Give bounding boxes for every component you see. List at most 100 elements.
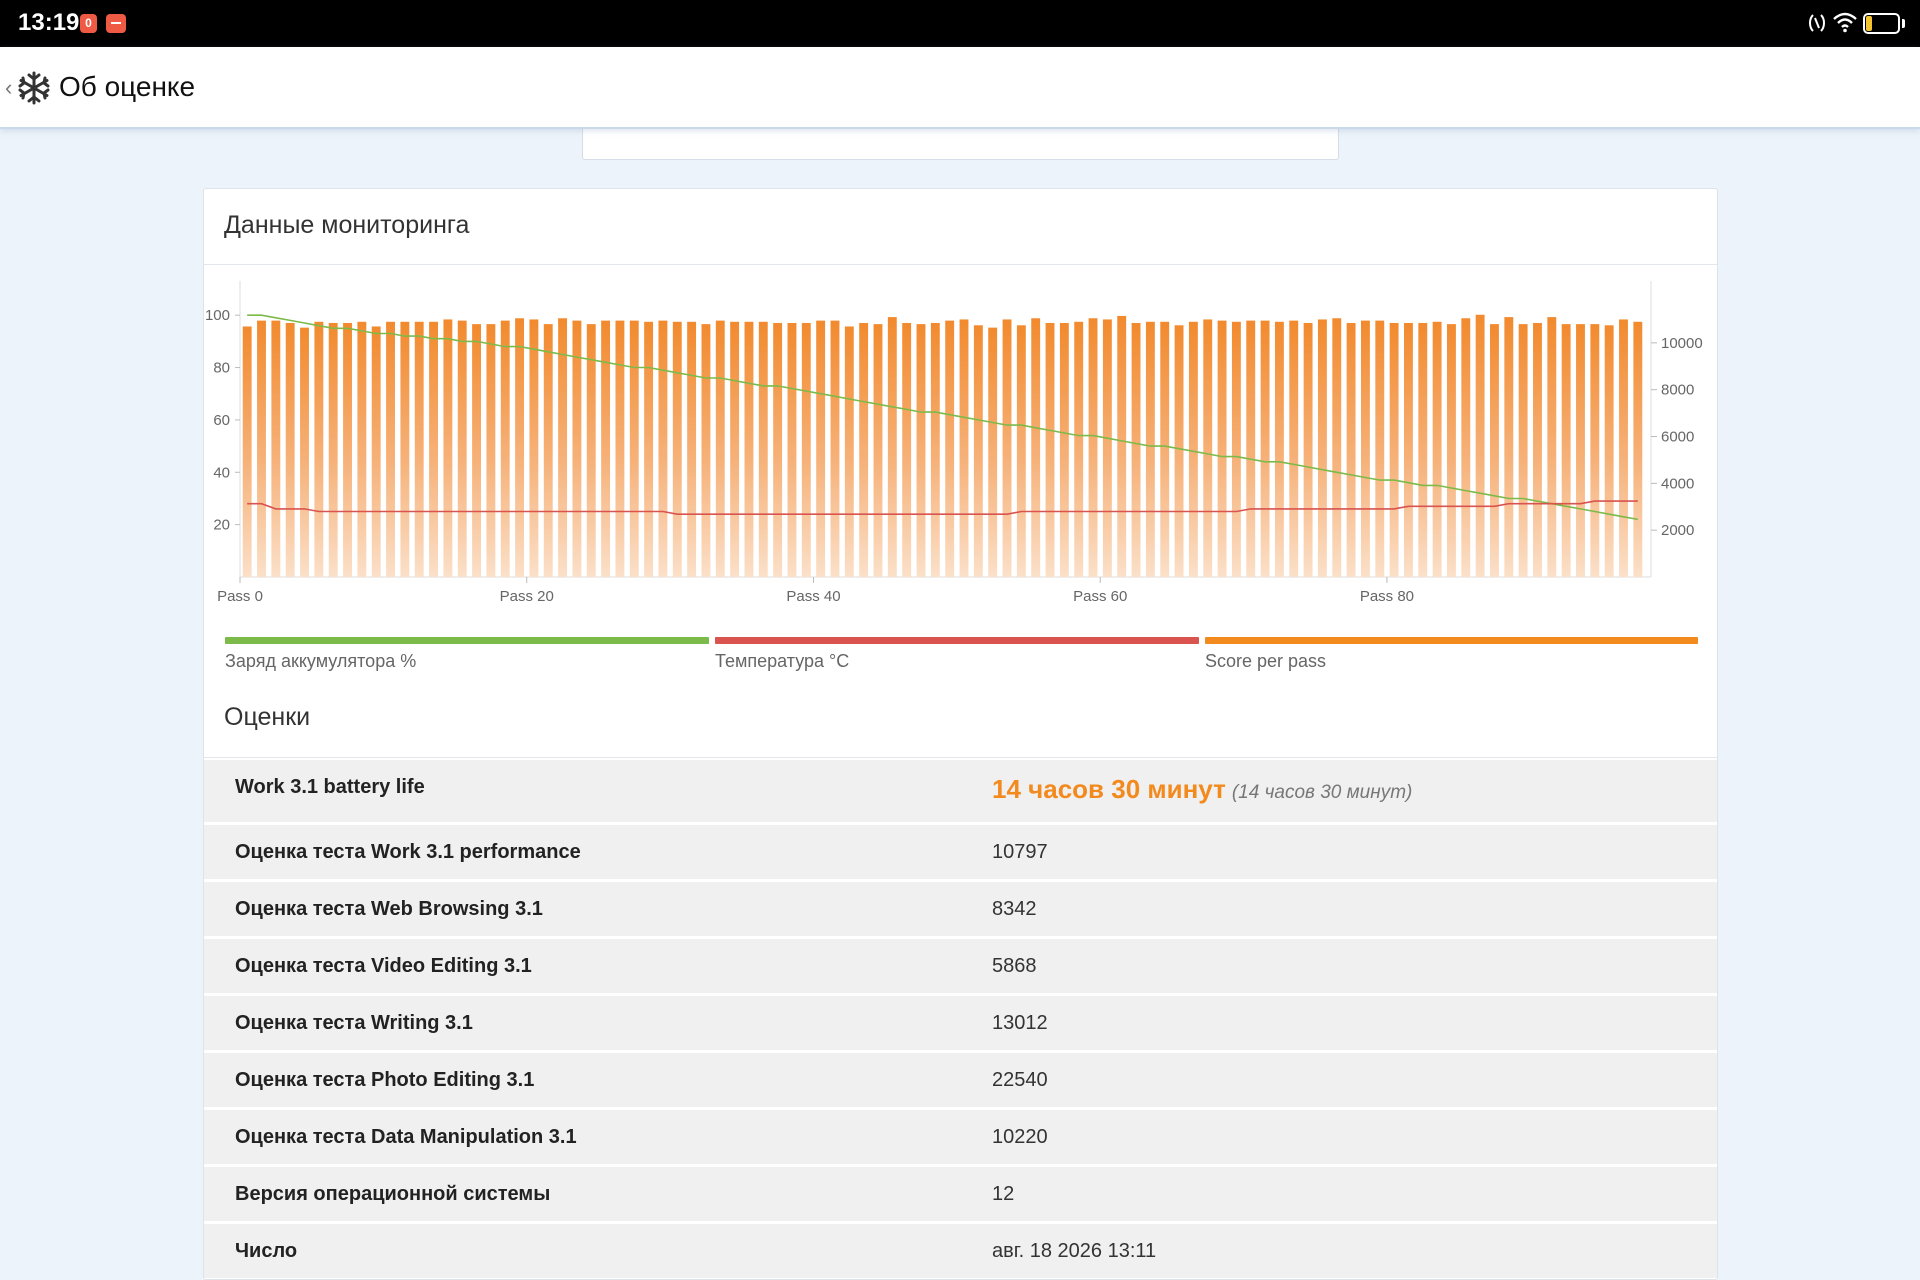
score-bar — [615, 320, 625, 577]
divider — [204, 264, 1717, 265]
score-bar — [242, 326, 252, 577]
score-bar — [257, 320, 266, 577]
score-bar — [1619, 319, 1628, 577]
score-bar — [1504, 317, 1514, 577]
score-bar — [558, 318, 568, 577]
x-tick-label: Pass 60 — [1073, 588, 1127, 605]
score-name: Число — [235, 1240, 298, 1262]
score-bar — [1059, 322, 1069, 577]
score-bar — [300, 327, 309, 577]
score-bar — [1045, 322, 1055, 577]
score-bar — [1102, 319, 1112, 577]
score-bar — [457, 320, 467, 577]
score-bar — [572, 320, 582, 577]
score-bar — [844, 326, 854, 577]
score-bar — [1604, 325, 1614, 577]
score-bar — [930, 322, 940, 577]
y-tick-label-right: 4000 — [1661, 475, 1694, 492]
score-bar — [801, 322, 811, 577]
score-value: авг. 18 2026 13:11 — [992, 1240, 1157, 1262]
score-value: 14 часов 30 минут (14 часов 30 минут) — [992, 774, 1412, 805]
chart-svg: 20 40 60 80 100 2000 4000 6000 8000 10000 Pass 0 Pa… — [205, 281, 1703, 605]
score-bar — [1031, 318, 1041, 577]
score-bar — [357, 321, 367, 577]
table-row: Оценка теста Data Manipulation 3.1 10220 — [204, 1110, 1717, 1167]
score-bar — [314, 321, 324, 577]
divider — [204, 757, 1717, 758]
score-bar — [400, 321, 410, 577]
score-bar — [816, 320, 826, 577]
snowflake-icon[interactable] — [17, 71, 51, 105]
score-name: Оценка теста Data Manipulation 3.1 — [235, 1126, 577, 1148]
score-value: 13012 — [992, 1012, 1048, 1034]
score-value: 12 — [992, 1183, 1015, 1205]
score-bar — [1418, 322, 1428, 577]
x-tick-label: Pass 40 — [786, 588, 840, 605]
legend-temperature-swatch — [715, 637, 1199, 644]
score-bar — [443, 319, 453, 577]
score-bar — [830, 320, 840, 577]
scores-title: Оценки — [224, 703, 311, 731]
score-bar — [1317, 319, 1327, 577]
legend-battery-swatch — [225, 637, 709, 644]
score-bar — [1490, 324, 1499, 577]
monitoring-chart: 20 40 60 80 100 2000 4000 6000 8000 10000 Pass 0 Pa… — [204, 279, 1717, 609]
score-bar — [1160, 321, 1170, 577]
score-name: Оценка теста Work 3.1 performance — [235, 841, 581, 863]
score-bar — [902, 322, 912, 577]
score-bar — [1260, 320, 1270, 577]
score-bar — [1131, 322, 1141, 577]
chevron-left-icon[interactable]: ‹ — [5, 75, 13, 100]
page-title: Об оценке — [59, 71, 196, 102]
score-bar — [672, 321, 682, 577]
score-bar — [1074, 321, 1084, 577]
score-bar — [701, 324, 711, 577]
legend-score[interactable]: Score per pass — [1205, 637, 1698, 677]
score-bar — [959, 319, 969, 577]
table-row: Work 3.1 battery life 14 часов 30 минут(… — [204, 760, 1717, 825]
score-bar — [1088, 318, 1098, 577]
battery-life-value: 14 часов 30 минут — [992, 774, 1226, 804]
table-row: Оценка теста Photo Editing 3.1 22540 — [204, 1053, 1717, 1110]
score-bar — [658, 320, 668, 577]
score-bar — [1117, 315, 1127, 577]
score-bar — [1145, 321, 1155, 577]
wifi-icon — [1833, 12, 1857, 33]
table-row: Число авг. 18 2026 13:11 — [204, 1224, 1717, 1279]
score-bar — [601, 320, 611, 577]
score-bar — [629, 320, 639, 577]
legend-temperature-label: Температура °C — [715, 651, 850, 671]
app-bar: ‹ Об оценке — [0, 47, 1920, 129]
score-bar — [1002, 319, 1012, 577]
score-bar — [429, 321, 438, 577]
score-bar — [1576, 324, 1585, 577]
score-bar — [543, 324, 553, 577]
score-bar — [1518, 324, 1528, 577]
battery-fill — [1866, 16, 1873, 31]
battery-life-subvalue: (14 часов 30 минут) — [1231, 782, 1413, 803]
score-bar — [1303, 322, 1313, 577]
table-row: Оценка теста Writing 3.1 13012 — [204, 996, 1717, 1053]
score-bar — [1461, 318, 1471, 577]
legend-temperature[interactable]: Температура °C — [715, 637, 1199, 677]
score-bar — [973, 325, 983, 577]
score-bar — [1246, 320, 1256, 577]
legend-battery-label: Заряд аккумулятора % — [225, 651, 417, 671]
legend-battery[interactable]: Заряд аккумулятора % — [225, 637, 709, 677]
score-bar — [1217, 320, 1227, 577]
score-bar — [873, 324, 883, 577]
battery-icon: 20 — [1863, 13, 1900, 34]
score-bar — [1475, 314, 1485, 577]
score-bar — [1274, 321, 1284, 577]
score-bar — [1203, 319, 1213, 577]
score-bar — [1633, 321, 1643, 577]
score-bar — [586, 324, 596, 577]
score-value: 10220 — [992, 1126, 1048, 1148]
score-bar — [715, 320, 725, 577]
battery-line — [247, 314, 1638, 521]
score-value: 5868 — [992, 955, 1037, 977]
x-tick-label: Pass 80 — [1360, 588, 1414, 605]
score-name: Оценка теста Photo Editing 3.1 — [235, 1069, 535, 1091]
score-value: 10797 — [992, 841, 1048, 863]
y-tick-label-left: 60 — [213, 412, 230, 429]
